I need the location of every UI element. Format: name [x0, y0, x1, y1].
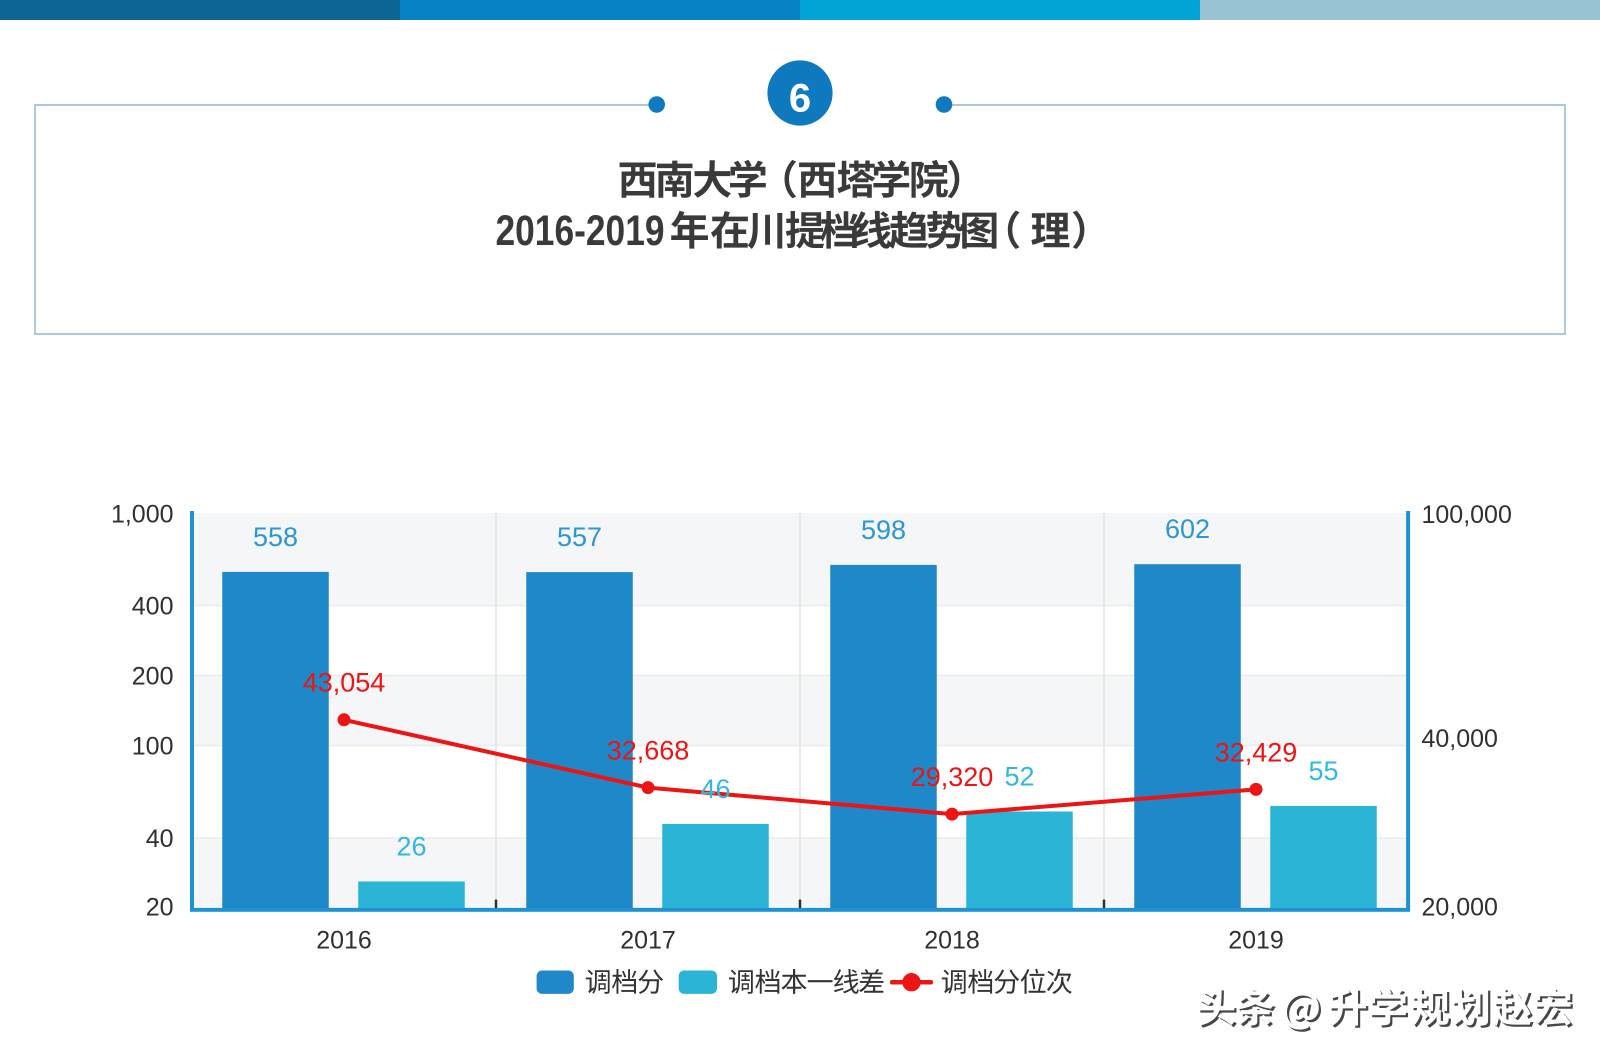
svg-text:2016-2019: 2016-2019 — [496, 208, 665, 255]
svg-text:20,000: 20,000 — [1422, 894, 1498, 922]
svg-text:55: 55 — [1308, 756, 1338, 786]
svg-text:20: 20 — [146, 894, 174, 922]
svg-text:1,000: 1,000 — [111, 500, 174, 528]
svg-text:2019: 2019 — [1228, 927, 1284, 955]
svg-text:602: 602 — [1165, 514, 1210, 544]
svg-text:100: 100 — [132, 733, 174, 761]
svg-text:52: 52 — [1004, 761, 1034, 791]
svg-text:40: 40 — [146, 825, 174, 853]
svg-text:29,320: 29,320 — [911, 762, 994, 792]
svg-text:400: 400 — [132, 593, 174, 621]
svg-text:2016: 2016 — [316, 927, 372, 955]
svg-text:2018: 2018 — [924, 927, 980, 955]
svg-text:558: 558 — [253, 522, 298, 552]
svg-text:26: 26 — [396, 831, 426, 861]
svg-text:200: 200 — [132, 663, 174, 691]
svg-text:6: 6 — [789, 77, 811, 121]
svg-text:557: 557 — [557, 522, 602, 552]
svg-text:2017: 2017 — [620, 927, 676, 955]
svg-text:32,429: 32,429 — [1215, 737, 1298, 767]
svg-text:598: 598 — [861, 515, 906, 545]
svg-text:40,000: 40,000 — [1422, 725, 1498, 753]
svg-text:32,668: 32,668 — [607, 735, 690, 765]
svg-text:100,000: 100,000 — [1422, 501, 1512, 529]
svg-text:43,054: 43,054 — [303, 668, 386, 698]
svg-text:46: 46 — [700, 774, 730, 804]
